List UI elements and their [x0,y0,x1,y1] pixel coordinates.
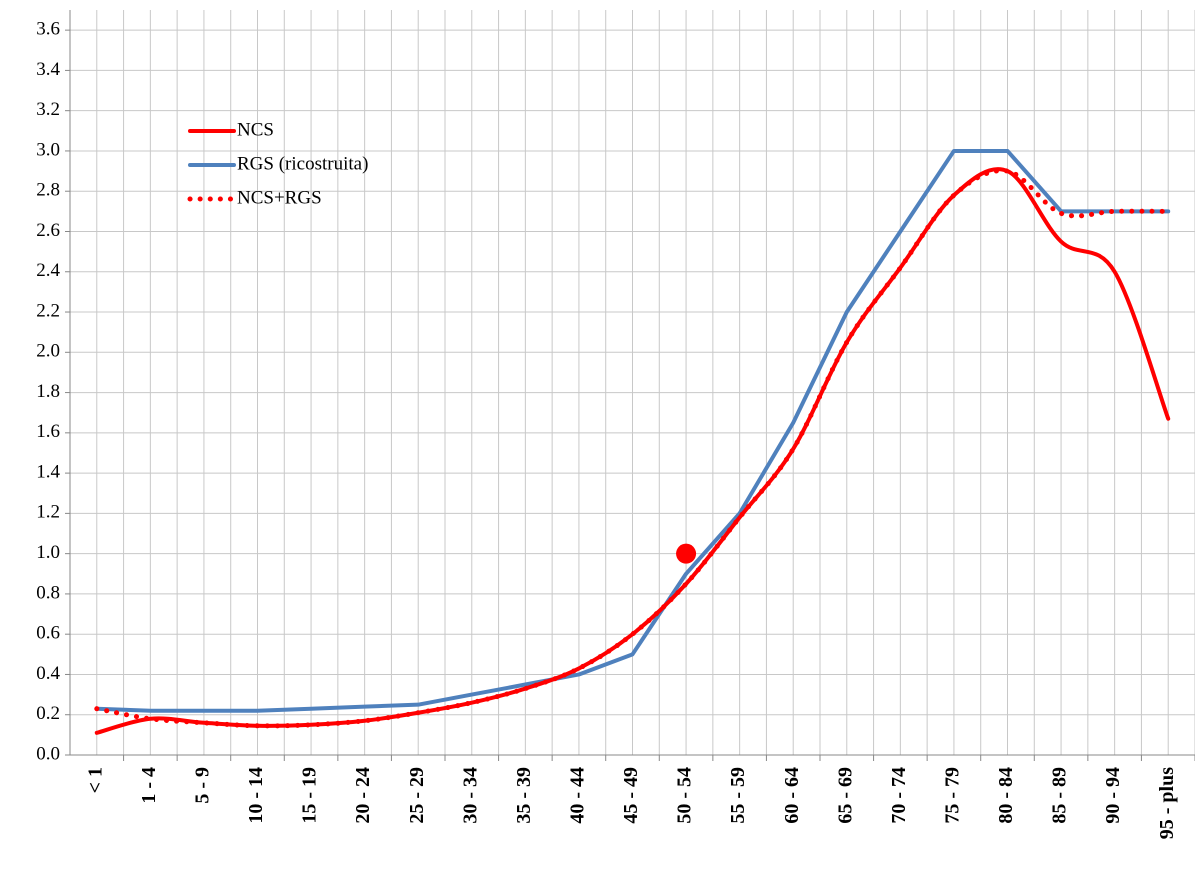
x-tick-label: < 1 [84,767,106,793]
y-tick-label: 3.2 [36,99,60,120]
x-tick-label: 60 - 64 [781,767,803,824]
x-tick-label: 75 - 79 [942,767,964,824]
x-tick-label: 35 - 39 [513,767,535,824]
y-tick-label: 3.0 [36,139,60,160]
x-tick-label: 55 - 59 [727,767,749,824]
y-tick-label: 0.0 [36,743,60,764]
x-tick-label: 70 - 74 [888,767,910,824]
x-tick-label: 95 - plus [1156,767,1178,839]
y-tick-label: 1.8 [36,381,60,402]
y-tick-label: 1.0 [36,542,60,563]
y-tick-label: 0.8 [36,582,60,603]
y-tick-label: 2.4 [36,260,60,281]
y-tick-label: 0.6 [36,623,60,644]
y-tick-label: 1.6 [36,421,60,442]
legend-label: RGS (ricostruita) [237,153,368,174]
y-tick-label: 0.4 [36,663,60,684]
x-tick-label: 5 - 9 [192,767,214,804]
series-line [94,168,1171,729]
y-tick-label: 2.0 [36,341,60,362]
legend-label: NCS+RGS [237,187,322,208]
x-tick-label: 50 - 54 [674,767,696,824]
y-tick-label: 2.2 [36,300,60,321]
x-tick-label: 65 - 69 [834,767,856,824]
x-tick-label: 1 - 4 [138,767,160,804]
y-tick-label: 0.2 [36,703,60,724]
x-tick-label: 20 - 24 [352,767,374,824]
x-tick-label: 30 - 34 [459,767,481,824]
y-tick-label: 1.2 [36,502,60,523]
series-line [94,148,1171,713]
x-tick-label: 90 - 94 [1102,767,1124,824]
y-tick-label: 3.6 [36,18,60,39]
y-tick-label: 3.4 [36,59,60,80]
y-tick-label: 2.8 [36,180,60,201]
x-tick-label: 15 - 19 [299,767,321,824]
x-tick-label: 85 - 89 [1049,767,1071,824]
x-tick-label: 45 - 49 [620,767,642,824]
highlight-point [676,543,697,564]
legend-label: NCS [237,119,274,140]
x-tick-label: 25 - 29 [406,767,428,824]
x-tick-label: 80 - 84 [995,767,1017,824]
y-tick-label: 2.6 [36,220,60,241]
x-tick-label: 10 - 14 [245,767,267,824]
y-tick-label: 1.4 [36,461,60,482]
x-tick-label: 40 - 44 [567,767,589,824]
